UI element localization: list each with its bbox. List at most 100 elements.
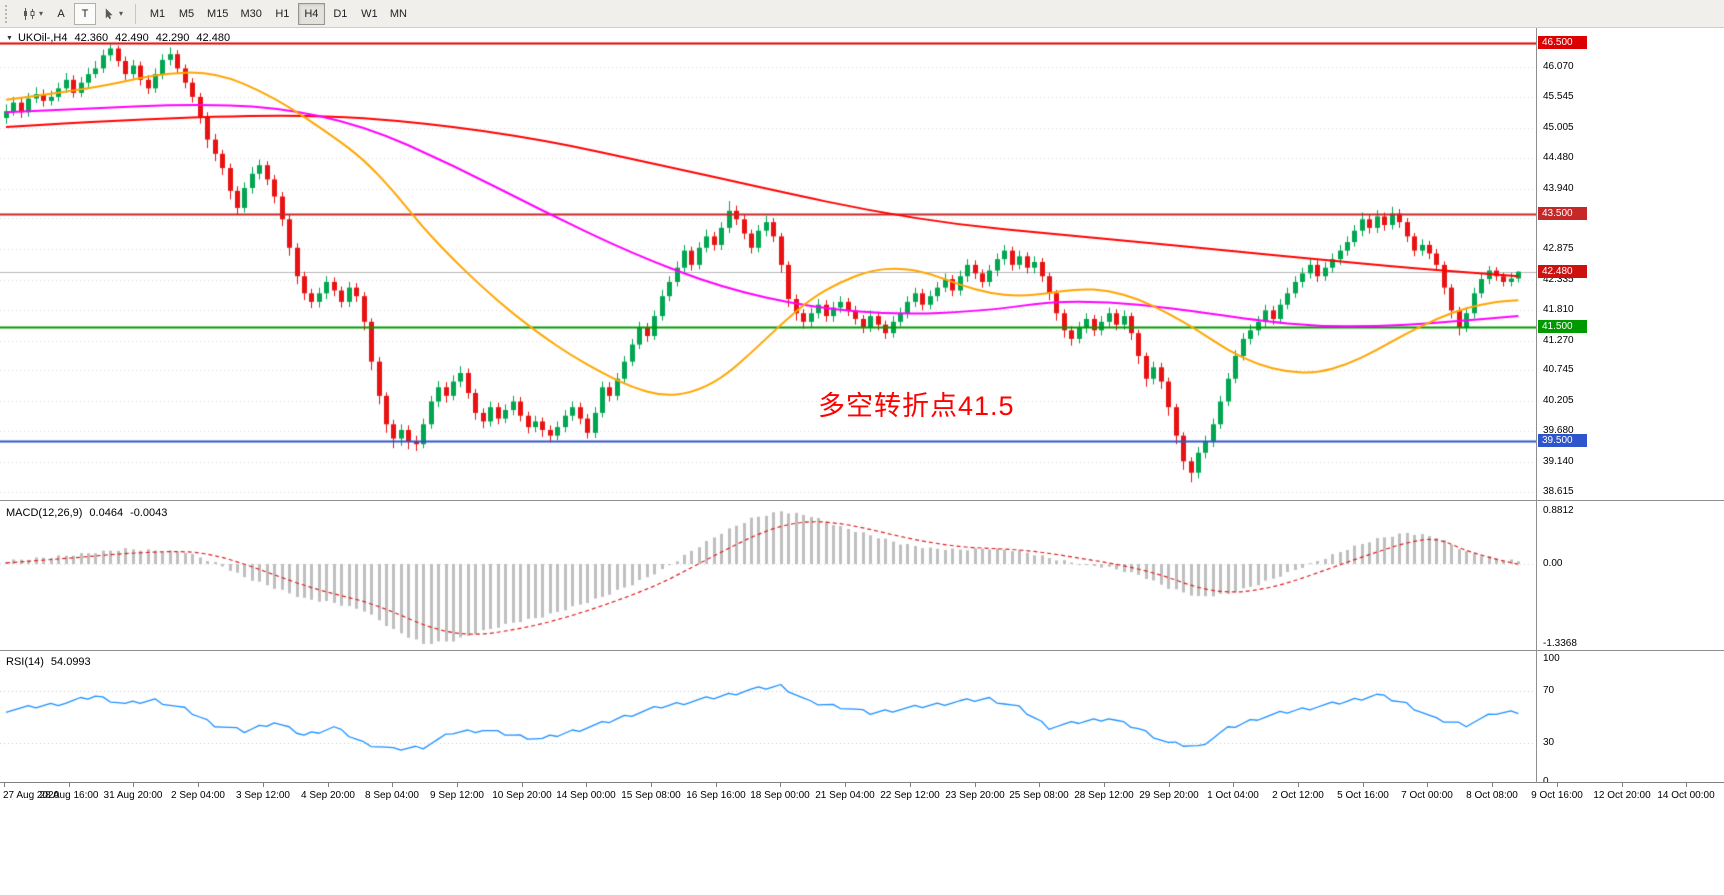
pane-resize-separator[interactable]: [0, 500, 1724, 501]
rsi-axis-label: 0: [1543, 776, 1549, 787]
time-axis-tick: [1686, 783, 1687, 787]
toolbar-drag-handle[interactable]: [5, 4, 10, 23]
timeframe-button-m15[interactable]: M15: [202, 3, 233, 25]
time-axis-label: 14 Sep 00:00: [556, 790, 616, 801]
chart-annotation-text[interactable]: 多空转折点41.5: [818, 391, 1015, 421]
ohlc-open: 42.360: [74, 32, 109, 44]
time-axis-tick: [780, 783, 781, 787]
text-tool-button[interactable]: T: [74, 2, 97, 25]
timeframe-button-m5[interactable]: M5: [173, 3, 200, 25]
price-axis[interactable]: 46.07045.54545.00544.48043.94043.41542.8…: [1537, 28, 1724, 787]
macd-axis-label: 0.8812: [1543, 505, 1574, 517]
time-axis-tick: [328, 783, 329, 787]
time-axis-tick: [1427, 783, 1428, 787]
chart-title: ▼ UKOil-,H4 42.360 42.490 42.290 42.480: [6, 32, 230, 44]
price-axis-label: 42.335: [1543, 273, 1574, 285]
time-axis-label: 14 Oct 00:00: [1657, 790, 1715, 801]
time-axis-label: 1 Oct 04:00: [1207, 790, 1259, 801]
ohlc-low: 42.290: [155, 32, 190, 44]
timeframe-button-w1[interactable]: W1: [356, 3, 383, 25]
timeframe-button-h4[interactable]: H4: [297, 2, 325, 25]
timeframe-group: M1 M5 M15 M30 H1 H4 D1 W1 MN: [143, 2, 413, 25]
price-axis-label: 38.615: [1543, 485, 1574, 497]
price-level-badge: 41.500: [1538, 320, 1587, 334]
macd-axis-label: -1.3368: [1543, 638, 1577, 650]
time-axis-label: 9 Oct 16:00: [1531, 790, 1583, 801]
timeframe-button-m1[interactable]: M1: [144, 3, 171, 25]
cursor-tool-label: A: [57, 7, 65, 20]
time-axis-label: 22 Sep 12:00: [880, 790, 940, 801]
time-axis-tick: [716, 783, 717, 787]
time-axis-label: 18 Sep 00:00: [750, 790, 810, 801]
timeframe-button-d1[interactable]: D1: [327, 3, 354, 25]
toolbar-separator: [135, 3, 137, 24]
draw-tool-button[interactable]: ▾: [98, 3, 128, 25]
price-axis-label: 43.940: [1543, 182, 1574, 194]
chevron-down-icon: ▾: [119, 8, 124, 18]
price-level-badge: 39.500: [1538, 434, 1587, 448]
rsi-axis-label: 70: [1543, 685, 1555, 696]
time-axis-tick: [1557, 783, 1558, 787]
price-axis-label: 40.205: [1543, 395, 1574, 407]
time-axis-label: 10 Sep 20:00: [492, 790, 552, 801]
time-axis-tick: [975, 783, 976, 787]
macd-value: 0.0464: [89, 507, 124, 519]
rsi-indicator-canvas[interactable]: [0, 652, 1536, 782]
time-axis-tick: [198, 783, 199, 787]
time-axis[interactable]: 27 Aug 2020 28 Aug 16:00 31 Aug 20:00 2 Sep…: [0, 782, 1724, 813]
time-axis-tick: [1622, 783, 1623, 787]
time-axis-tick: [4, 783, 5, 787]
time-axis-tick: [586, 783, 587, 787]
rsi-label: RSI(14): [6, 656, 44, 668]
time-axis-tick: [1492, 783, 1493, 787]
current-price-badge: 42.480: [1538, 264, 1587, 278]
time-axis-tick: [1363, 783, 1364, 787]
time-axis-tick: [1104, 783, 1105, 787]
time-axis-label: 4 Sep 20:00: [301, 790, 355, 801]
rsi-title: RSI(14) 54.0993: [6, 656, 91, 668]
time-axis-label: 12 Oct 20:00: [1593, 790, 1651, 801]
time-axis-tick: [1298, 783, 1299, 787]
main-chart-canvas[interactable]: [0, 28, 1536, 500]
text-tool-label: T: [81, 7, 89, 20]
time-axis-tick: [133, 783, 134, 787]
macd-title: MACD(12,26,9) 0.0464 -0.0043: [6, 507, 167, 519]
chart-type-button[interactable]: ▾: [17, 3, 48, 25]
price-axis-label: 45.005: [1543, 121, 1574, 133]
time-axis-label: 29 Sep 20:00: [1139, 790, 1199, 801]
time-axis-label: 8 Oct 08:00: [1466, 790, 1518, 801]
price-axis-label: 39.680: [1543, 425, 1574, 437]
time-axis-label: 2 Oct 12:00: [1272, 790, 1324, 801]
price-axis-label: 45.545: [1543, 91, 1574, 103]
price-axis-label: 42.875: [1543, 243, 1574, 255]
macd-indicator-canvas[interactable]: [0, 503, 1536, 649]
rsi-axis-label: 30: [1543, 737, 1555, 748]
time-axis-label: 8 Sep 04:00: [365, 790, 419, 801]
timeframe-button-m30[interactable]: M30: [235, 3, 266, 25]
time-axis-label: 21 Sep 04:00: [815, 790, 875, 801]
ohlc-high: 42.490: [115, 32, 149, 44]
time-axis-label: 31 Aug 20:00: [103, 790, 163, 801]
symbol-dropdown-icon[interactable]: ▼: [6, 34, 13, 42]
time-axis-tick: [1233, 783, 1234, 787]
time-axis-tick: [845, 783, 846, 787]
toolbar: ▾ A T ▾ M1 M5 M15 M30 H1 H4 D1 W1 MN: [0, 0, 1724, 28]
timeframe-button-h1[interactable]: H1: [269, 3, 296, 25]
pane-resize-separator[interactable]: [0, 650, 1724, 651]
timeframe-button-mn[interactable]: MN: [385, 3, 412, 25]
macd-signal-value: -0.0043: [130, 507, 168, 519]
cursor-tool-button[interactable]: A: [50, 3, 72, 25]
time-axis-tick: [1039, 783, 1040, 787]
price-level-badge: 43.500: [1538, 206, 1587, 220]
time-axis-label: 2 Sep 04:00: [171, 790, 225, 801]
rsi-value: 54.0993: [50, 656, 91, 668]
price-axis-label: 39.140: [1543, 455, 1574, 467]
time-axis-tick: [910, 783, 911, 787]
ohlc-close: 42.480: [196, 32, 231, 44]
macd-axis-label: 0.00: [1543, 558, 1563, 570]
chevron-down-icon: ▾: [39, 8, 44, 18]
symbol-label: UKOil-,H4: [17, 32, 68, 44]
time-axis-label: 7 Oct 00:00: [1401, 790, 1453, 801]
price-axis-label: 41.810: [1543, 303, 1574, 315]
time-axis-tick: [1169, 783, 1170, 787]
